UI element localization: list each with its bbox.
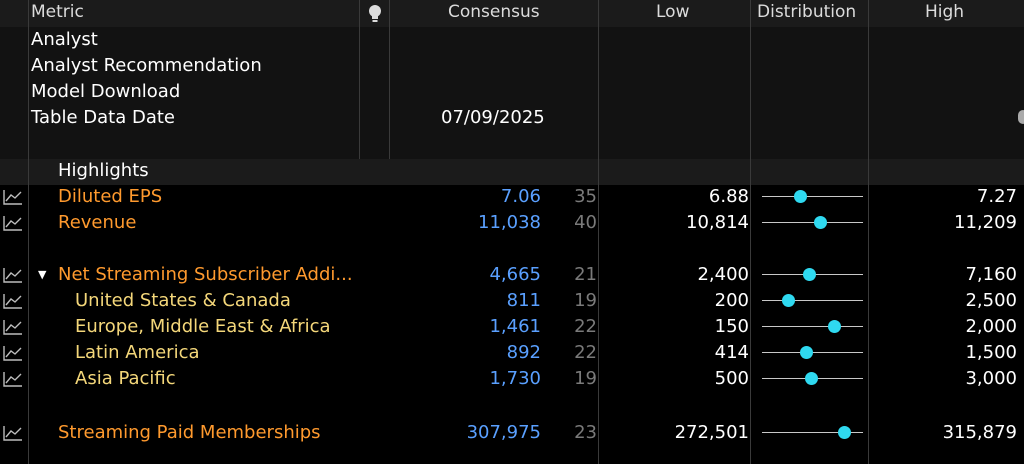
distribution-bar (762, 288, 863, 314)
estimate-count: 23 (574, 422, 597, 443)
consensus-value[interactable]: 7.06 (500, 186, 541, 207)
low-value: 500 (714, 368, 749, 389)
row-label[interactable]: Diluted EPS (58, 186, 163, 207)
row-label[interactable]: United States & Canada (75, 290, 291, 311)
row-label[interactable]: Net Streaming Subscriber Addi... (58, 264, 353, 285)
col-header-low[interactable]: Low (656, 2, 690, 22)
consensus-value[interactable]: 4,665 (489, 264, 541, 285)
consensus-marker-dot (827, 320, 841, 333)
consensus-value[interactable]: 307,975 (466, 422, 541, 443)
estimate-count: 22 (574, 316, 597, 337)
distribution-bar (762, 420, 863, 446)
distribution-bar (762, 366, 863, 392)
lightbulb-icon[interactable] (366, 4, 384, 24)
divider (28, 0, 29, 464)
highlights-section (0, 159, 1024, 185)
distribution-range-line (762, 300, 863, 301)
table-data-date-value: 07/09/2025 (441, 107, 545, 128)
col-header-high[interactable]: High (925, 2, 965, 22)
high-value: 3,000 (965, 368, 1017, 389)
distribution-range-line (762, 196, 863, 197)
low-value: 6.88 (708, 186, 749, 207)
consensus-value[interactable]: 1,730 (489, 368, 541, 389)
estimate-count: 40 (574, 212, 597, 233)
divider (868, 0, 869, 464)
row-label[interactable]: Asia Pacific (75, 368, 176, 389)
high-value: 11,209 (954, 212, 1017, 233)
line-chart-icon[interactable] (3, 319, 23, 335)
line-chart-icon[interactable] (3, 371, 23, 387)
distribution-range-line (762, 326, 863, 327)
info-panel (0, 27, 1024, 159)
high-value: 2,000 (965, 316, 1017, 337)
divider (598, 0, 599, 464)
highlights-label: Highlights (58, 160, 149, 181)
analyst-recommendation-label: Analyst Recommendation (31, 55, 262, 76)
row-label[interactable]: Europe, Middle East & Africa (75, 316, 331, 337)
consensus-value[interactable]: 892 (506, 342, 541, 363)
estimate-count: 19 (574, 368, 597, 389)
divider (389, 0, 390, 159)
scrollbar-thumb[interactable] (1018, 110, 1024, 124)
model-download-label[interactable]: Model Download (31, 81, 181, 102)
consensus-value[interactable]: 11,038 (478, 212, 541, 233)
low-value: 272,501 (674, 422, 749, 443)
consensus-marker-dot (837, 426, 851, 439)
high-value: 1,500 (965, 342, 1017, 363)
row-label[interactable]: Latin America (75, 342, 200, 363)
line-chart-icon[interactable] (3, 425, 23, 441)
distribution-bar (762, 210, 863, 236)
distribution-bar (762, 340, 863, 366)
high-value: 315,879 (942, 422, 1017, 443)
high-value: 7.27 (976, 186, 1017, 207)
consensus-marker-dot (805, 372, 819, 385)
row-label[interactable]: Revenue (58, 212, 137, 233)
distribution-bar (762, 184, 863, 210)
estimate-count: 21 (574, 264, 597, 285)
divider (359, 0, 360, 159)
low-value: 200 (714, 290, 749, 311)
col-header-distribution[interactable]: Distribution (757, 2, 857, 22)
estimate-count: 22 (574, 342, 597, 363)
distribution-bar (762, 314, 863, 340)
consensus-value[interactable]: 1,461 (489, 316, 541, 337)
estimate-count: 35 (574, 186, 597, 207)
table-data-date-label: Table Data Date (31, 107, 175, 128)
row-label[interactable]: Streaming Paid Memberships (58, 422, 321, 443)
consensus-marker-dot (803, 268, 817, 281)
line-chart-icon[interactable] (3, 189, 23, 205)
low-value: 150 (714, 316, 749, 337)
line-chart-icon[interactable] (3, 345, 23, 361)
low-value: 414 (714, 342, 749, 363)
line-chart-icon[interactable] (3, 293, 23, 309)
low-value: 2,400 (697, 264, 749, 285)
low-value: 10,814 (686, 212, 749, 233)
consensus-marker-dot (813, 216, 827, 229)
consensus-marker-dot (800, 346, 814, 359)
analyst-label: Analyst (31, 29, 98, 50)
consensus-value[interactable]: 811 (506, 290, 541, 311)
col-header-consensus[interactable]: Consensus (448, 2, 540, 22)
divider (750, 0, 751, 464)
table-header (0, 0, 1024, 27)
estimate-count: 19 (574, 290, 597, 311)
consensus-marker-dot (782, 294, 796, 307)
triangle-down-icon[interactable]: ▼ (38, 268, 47, 281)
distribution-range-line (762, 432, 863, 433)
consensus-marker-dot (794, 190, 808, 203)
distribution-range-line (762, 222, 863, 223)
high-value: 2,500 (965, 290, 1017, 311)
col-header-metric[interactable]: Metric (31, 2, 84, 22)
line-chart-icon[interactable] (3, 215, 23, 231)
line-chart-icon[interactable] (3, 267, 23, 283)
distribution-bar (762, 262, 863, 288)
high-value: 7,160 (965, 264, 1017, 285)
